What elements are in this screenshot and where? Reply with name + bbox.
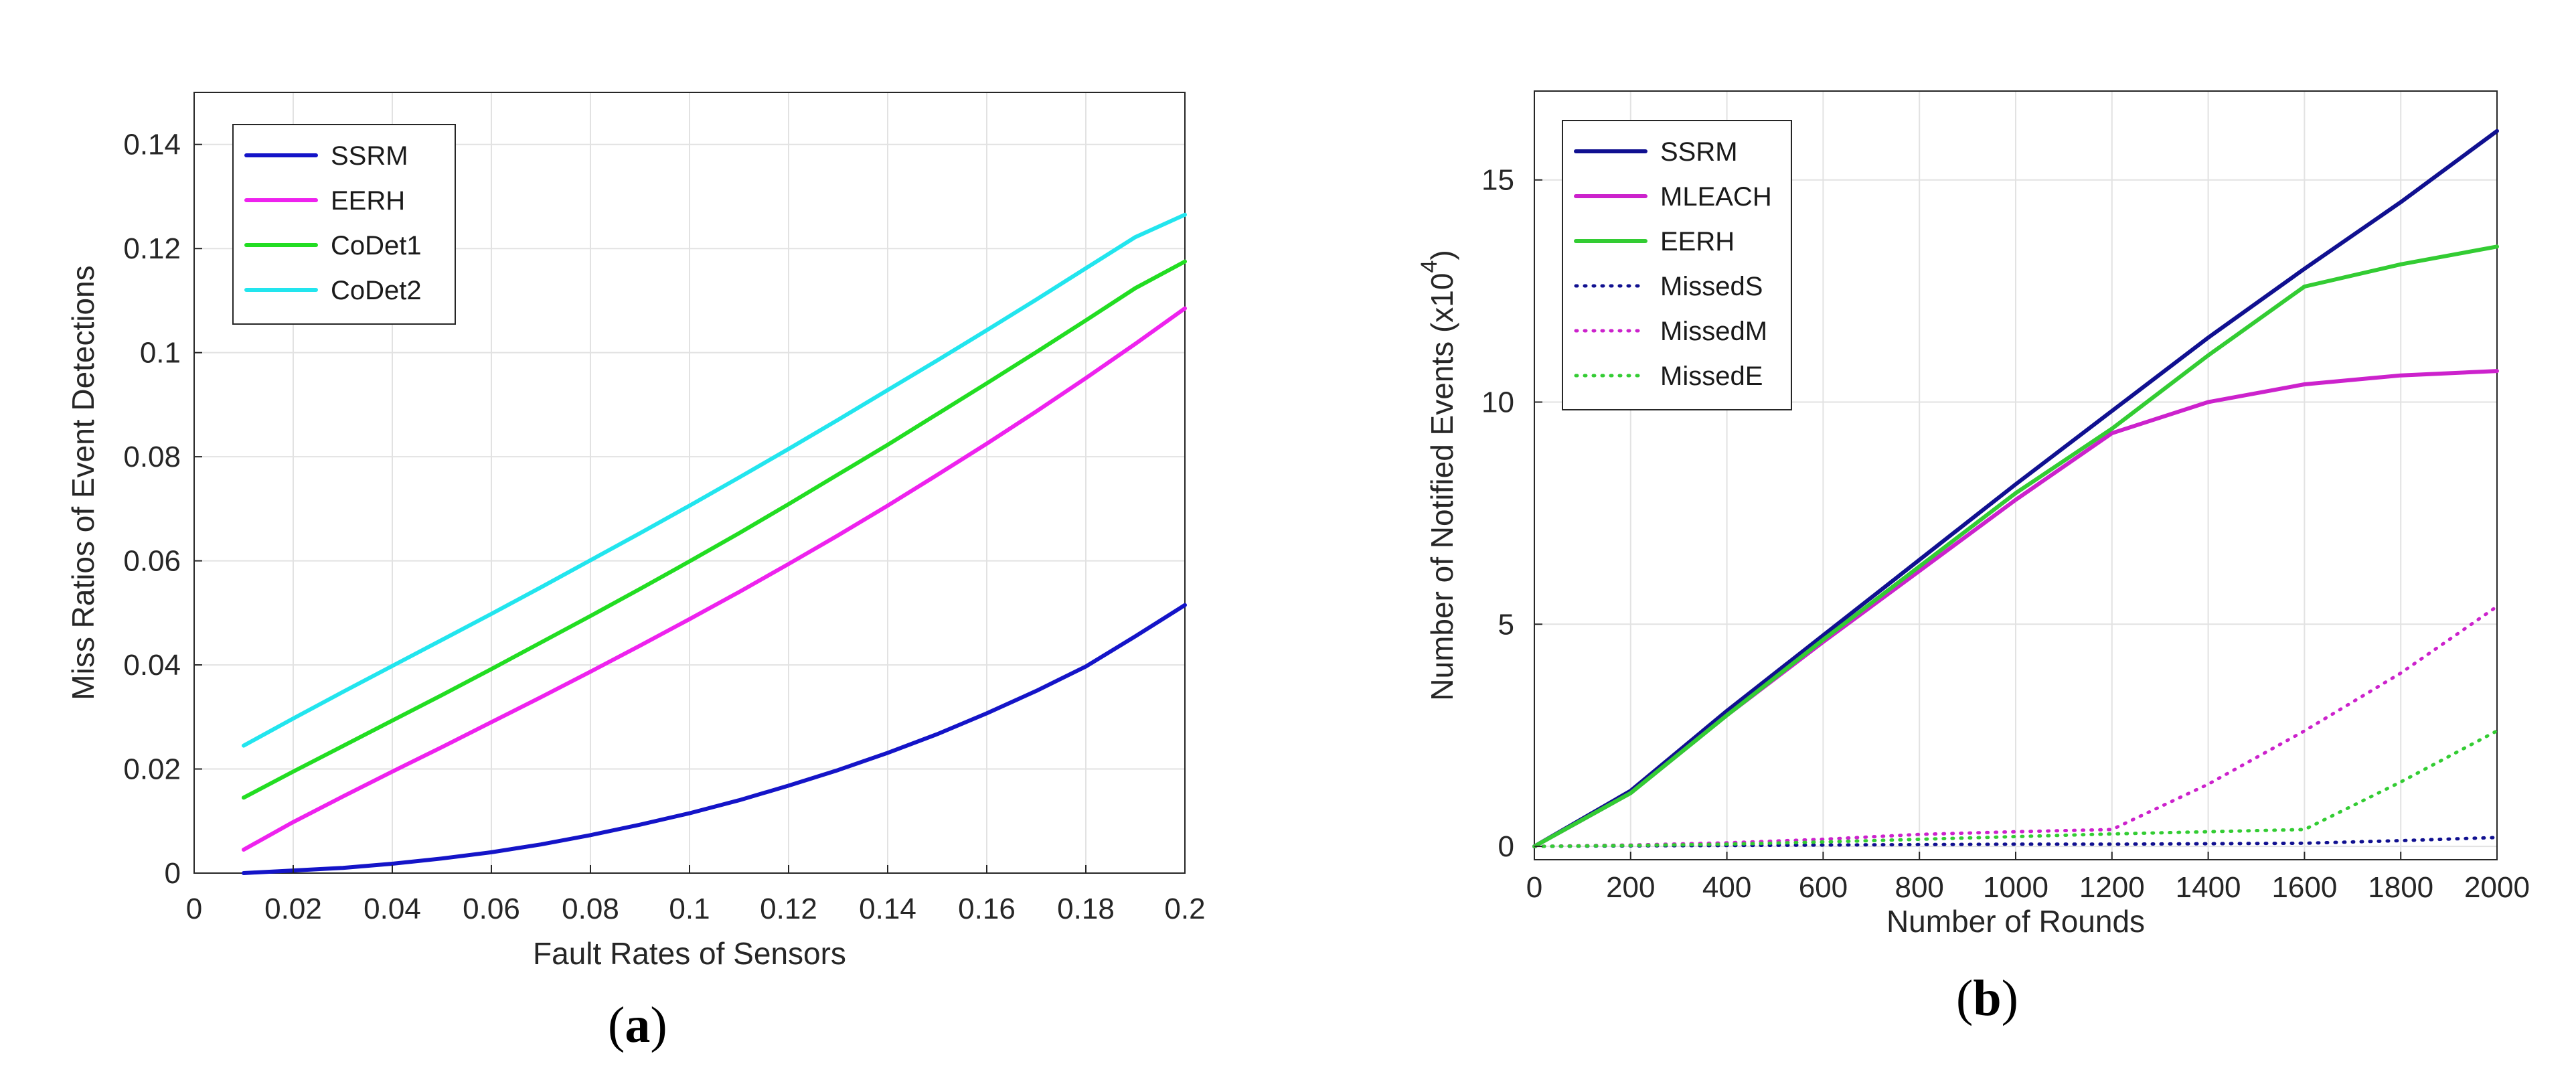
chart-b-legend-box: [1562, 120, 1792, 410]
chart-b-x-tick-label: 1200: [2079, 871, 2145, 904]
chart-b-series-group: [1532, 129, 2499, 849]
chart-a-x-tick-label: 0: [186, 893, 202, 925]
chart-a: 0 0.02 0.04 0.06 0.08 0.1 0.12 0.14 0.16 0.18 0.2 …: [66, 92, 1206, 1053]
chart-a-legend-box: [232, 124, 456, 325]
chart-b-x-tick-label: 1600: [2271, 871, 2337, 904]
chart-a-panel-letter: a: [625, 997, 650, 1053]
chart-b-y-axis-label-exponent: 4: [1417, 260, 1442, 273]
chart-a-legend: SSRM EERH CoDet1 CoDet2: [232, 124, 456, 325]
chart-a-y-tick-label: 0.12: [123, 232, 181, 265]
chart-a-x-tick-label: 0.12: [760, 893, 817, 925]
chart-b-series-eerh: [1532, 244, 2499, 849]
chart-b-legend-label-misseds: MissedS: [1660, 272, 1763, 301]
chart-b-y-tick-label: 15: [1481, 164, 1514, 197]
chart-b-panel-label: (b): [1956, 970, 2018, 1026]
chart-a-y-ticks: 0 0.02 0.04 0.06 0.08 0.1 0.12 0.14: [123, 129, 202, 890]
chart-b-x-tick-label: 400: [1702, 871, 1751, 904]
chart-a-legend-label-eerh: EERH: [331, 186, 405, 216]
chart-a-x-tick-label: 0.2: [1164, 893, 1205, 925]
chart-a-legend-label-codet1: CoDet1: [331, 231, 422, 260]
chart-a-y-tick-label: 0.06: [123, 545, 181, 578]
chart-b-x-tick-label: 0: [1526, 871, 1542, 904]
chart-b-x-tick-label: 1000: [1983, 871, 2048, 904]
chart-a-series-ssrm: [242, 603, 1187, 875]
chart-a-x-axis-label: Fault Rates of Sensors: [533, 936, 846, 971]
chart-a-y-tick-label: 0: [165, 857, 181, 890]
chart-a-x-tick-label: 0.1: [669, 893, 710, 925]
chart-a-x-tick-label: 0.16: [958, 893, 1016, 925]
chart-b-x-tick-label: 1800: [2368, 871, 2433, 904]
chart-a-y-axis-label: Miss Ratios of Event Detections: [66, 265, 100, 700]
chart-a-y-tick-label: 0.14: [123, 129, 181, 161]
chart-b-series-missedm: [1532, 605, 2499, 848]
chart-b-series-misseds: [1532, 836, 2499, 848]
chart-a-series-codet1: [242, 259, 1187, 800]
chart-a-y-tick-label: 0.04: [123, 649, 181, 682]
chart-b-legend: SSRM MLEACH EERH MissedS MissedM MissedE: [1562, 120, 1792, 410]
chart-a-y-tick-label: 0.02: [123, 753, 181, 786]
chart-a-x-tick-label: 0.04: [364, 893, 421, 925]
chart-b-legend-label-ssrm: SSRM: [1660, 137, 1738, 167]
chart-a-x-tick-label: 0.02: [264, 893, 322, 925]
chart-b-y-axis-label-suffix: ): [1425, 250, 1459, 260]
chart-b-y-tick-label: 5: [1498, 608, 1514, 641]
chart-a-y-tick-label: 0.1: [140, 337, 181, 370]
chart-b-x-tick-label: 1400: [2176, 871, 2241, 904]
chart-b-legend-label-missede: MissedE: [1660, 362, 1763, 391]
chart-b-panel-letter: b: [1973, 970, 2001, 1026]
chart-a-panel-label: (a): [608, 997, 667, 1053]
chart-a-legend-label-ssrm: SSRM: [331, 141, 408, 171]
chart-a-x-ticks: 0 0.02 0.04 0.06 0.08 0.1 0.12 0.14 0.16 0.18 0.2: [186, 865, 1206, 925]
chart-b-x-tick-label: 800: [1895, 871, 1943, 904]
chart-b-series-missede: [1532, 729, 2499, 848]
chart-b-x-tick-label: 2000: [2464, 871, 2530, 904]
chart-b-y-axis-label-main: Number of Notified Events (x10: [1425, 273, 1459, 701]
chart-b-y-axis-label: Number of Notified Events (x104): [1417, 250, 1459, 700]
chart-a-series-group: [242, 212, 1187, 875]
chart-a-x-tick-label: 0.14: [859, 893, 916, 925]
chart-b-x-ticks: 0 200 400 600 800 1000 1200 1400 1600 1800 2000: [1526, 852, 2530, 904]
chart-b-legend-label-mleach: MLEACH: [1660, 182, 1772, 212]
chart-b-y-tick-label: 10: [1481, 386, 1514, 419]
chart-b-legend-label-missedm: MissedM: [1660, 317, 1767, 346]
chart-a-x-tick-label: 0.18: [1057, 893, 1115, 925]
chart-b-legend-label-eerh: EERH: [1660, 227, 1735, 256]
chart-b-x-axis-label: Number of Rounds: [1886, 904, 2145, 939]
chart-a-series-codet2: [242, 212, 1187, 748]
chart-a-legend-label-codet2: CoDet2: [331, 276, 422, 305]
chart-b-x-tick-label: 600: [1799, 871, 1848, 904]
chart-a-y-tick-label: 0.08: [123, 441, 181, 473]
chart-a-x-tick-label: 0.06: [463, 893, 520, 925]
chart-b-series-ssrm: [1532, 129, 2499, 849]
chart-b-y-tick-label: 0: [1498, 830, 1514, 863]
chart-b-x-tick-label: 200: [1606, 871, 1655, 904]
chart-a-series-eerh: [242, 306, 1187, 852]
chart-a-x-tick-label: 0.08: [562, 893, 619, 925]
chart-b-y-ticks: 0 5 10 15: [1481, 164, 1542, 863]
chart-b: 0 200 400 600 800 1000 1200 1400 1600 1800 2000 0 5…: [1417, 90, 2530, 1026]
